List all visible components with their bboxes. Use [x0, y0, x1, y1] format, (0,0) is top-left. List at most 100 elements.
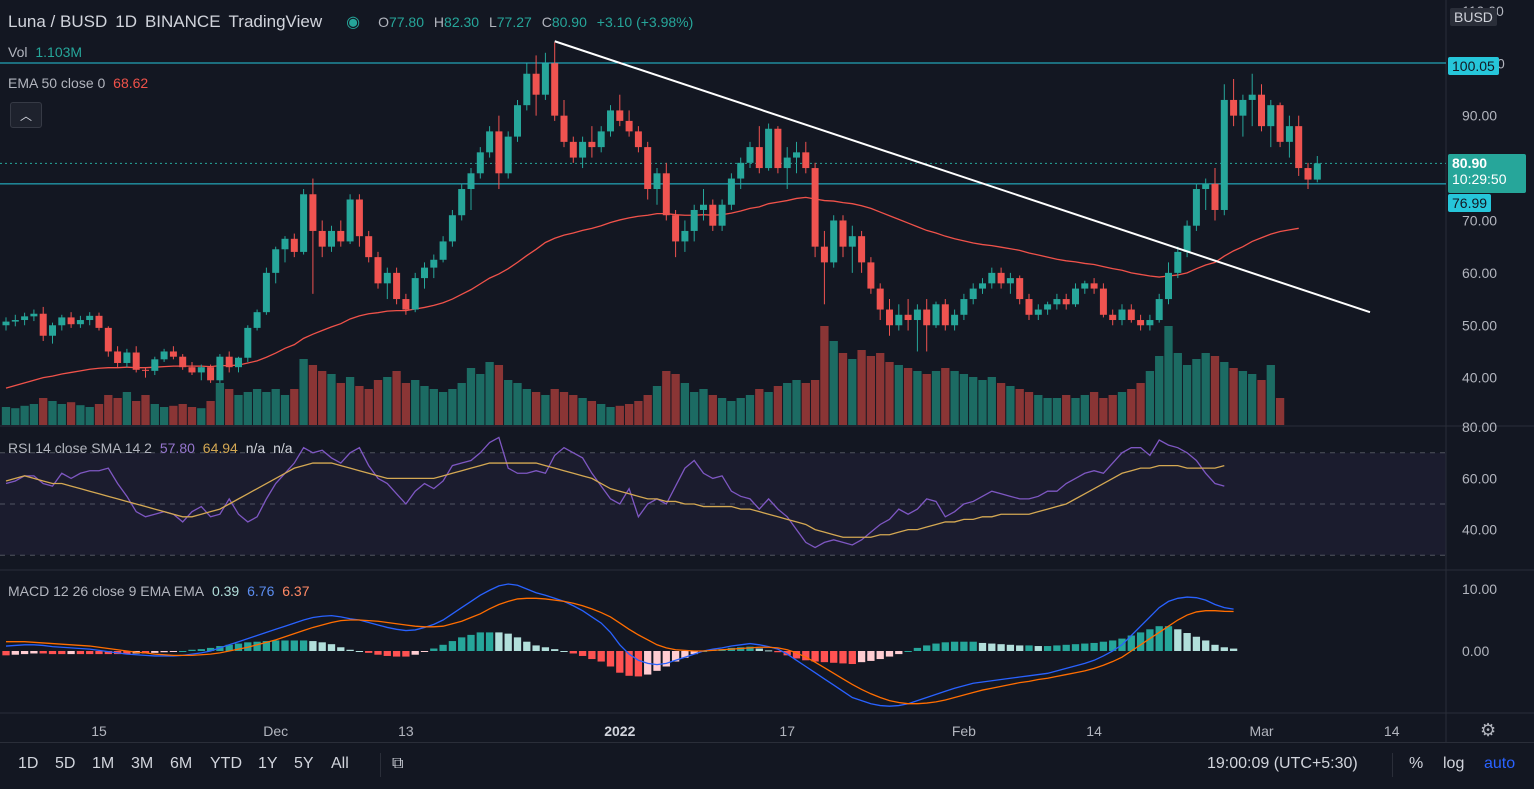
candle-body	[895, 314, 903, 326]
candle	[142, 367, 149, 378]
candle-body	[579, 141, 587, 158]
candle-body	[1044, 304, 1052, 310]
candle	[123, 348, 131, 368]
volume-bar	[39, 398, 48, 425]
auto-toggle[interactable]: auto	[1484, 755, 1516, 772]
macd-histogram-bar	[588, 651, 596, 660]
range-button-1m[interactable]: 1M	[92, 755, 115, 772]
candle	[895, 304, 903, 331]
candle	[272, 246, 280, 284]
volume-bar	[559, 392, 569, 425]
range-button-ytd[interactable]: YTD	[210, 755, 242, 772]
candle	[430, 254, 438, 279]
range-button-1y[interactable]: 1Y	[258, 755, 278, 772]
macd-histogram-bar	[346, 649, 354, 651]
symbol-name[interactable]: Luna / BUSD	[8, 12, 108, 31]
time-tick-label: 2022	[604, 723, 635, 739]
volume-bar	[1108, 395, 1117, 425]
low-value: 77.27	[496, 14, 532, 30]
current-price-tag: 80.90 10:29:50	[1448, 154, 1526, 193]
macd-histogram-bar	[1155, 626, 1163, 651]
candle-body	[365, 236, 373, 258]
macd-histogram-bar	[969, 641, 977, 651]
price-tick-label: 40.00	[1462, 370, 1497, 386]
volume-bar	[29, 404, 39, 425]
candle	[197, 364, 205, 381]
time-tick-label: 14	[1086, 723, 1102, 739]
volume-legend[interactable]: Vol 1.103M	[8, 44, 86, 60]
signal-value: 6.37	[282, 583, 310, 599]
volume-bar	[941, 368, 950, 425]
volume-bar	[578, 398, 587, 425]
macd-histogram-bar	[420, 651, 429, 652]
range-button-1d[interactable]: 1D	[18, 755, 39, 772]
range-button-5d[interactable]: 5D	[55, 755, 76, 772]
volume-bar	[1182, 365, 1192, 425]
candle	[1053, 293, 1061, 310]
volume-bar	[1127, 389, 1136, 425]
gear-icon[interactable]: ⚙	[1480, 720, 1497, 740]
volume-bar	[792, 380, 801, 425]
macd-histogram-bar	[1220, 647, 1228, 651]
candle-body	[532, 73, 540, 95]
candle	[393, 267, 401, 305]
percent-toggle[interactable]: %	[1409, 755, 1424, 772]
chart-canvas[interactable]: 110.00100.0090.0080.0070.0060.0050.0040.…	[0, 0, 1534, 742]
rsi-value: 57.80	[159, 440, 195, 456]
macd-legend[interactable]: MACD 12 26 close 9 EMA EMA 0.39 6.76 6.3…	[8, 583, 314, 599]
candle-body	[876, 288, 884, 310]
macd-histogram-bar	[597, 651, 605, 662]
volume-bar	[587, 401, 597, 425]
low-label: L	[488, 14, 497, 30]
candle-body	[355, 199, 363, 237]
volume-bar	[66, 402, 76, 425]
candle-body	[662, 173, 670, 216]
macd-histogram-bar	[774, 651, 782, 653]
candle	[625, 110, 633, 137]
candle-body	[941, 304, 949, 326]
volume-bar	[1173, 353, 1182, 425]
candle	[421, 262, 428, 289]
candle-body	[886, 309, 893, 326]
volume-bar	[308, 365, 318, 425]
volume-bar	[1238, 371, 1248, 425]
volume-bar	[94, 404, 104, 425]
range-button-all[interactable]: All	[331, 755, 349, 772]
range-button-5y[interactable]: 5Y	[294, 755, 314, 772]
candle	[300, 189, 308, 255]
symbol-legend: Luna / BUSD 1D BINANCE TradingView ◉ O77…	[8, 12, 699, 32]
ema-legend[interactable]: EMA 50 close 0 68.62	[8, 75, 152, 91]
range-button-3m[interactable]: 3M	[131, 755, 154, 772]
macd-histogram-bar	[978, 642, 987, 651]
collapse-legend-button[interactable]: ︿	[10, 102, 42, 128]
macd-histogram-bar	[476, 632, 484, 651]
candle-body	[95, 315, 103, 328]
candle-body	[486, 131, 494, 153]
log-toggle[interactable]: log	[1443, 755, 1465, 772]
macd-histogram-bar	[169, 651, 178, 652]
interval-label[interactable]: 1D	[115, 12, 137, 31]
date-range-icon[interactable]: ⧉	[392, 755, 404, 772]
candle-body	[1072, 288, 1079, 305]
candle-body	[1053, 299, 1061, 305]
candle-body	[1006, 278, 1014, 284]
candle	[1202, 178, 1210, 210]
volume-bar	[1201, 353, 1210, 425]
candle	[820, 230, 828, 305]
candle-body	[514, 105, 521, 137]
currency-badge[interactable]: BUSD	[1450, 8, 1497, 26]
clock-timezone[interactable]: 19:00:09 (UTC+5:30)	[1207, 755, 1358, 772]
volume-bar	[457, 383, 466, 425]
range-button-6m[interactable]: 6M	[170, 755, 193, 772]
candle-body	[1118, 309, 1126, 321]
candle-body	[402, 299, 410, 310]
volume-bar	[438, 392, 448, 425]
candle	[337, 220, 345, 247]
rsi-legend[interactable]: RSI 14 close SMA 14 2 57.80 64.94 n/a n/…	[8, 440, 297, 456]
candle-body	[76, 320, 84, 325]
volume-bar	[122, 392, 132, 425]
macd-histogram-bar	[485, 632, 494, 651]
candle	[644, 141, 652, 200]
candle	[458, 183, 466, 221]
